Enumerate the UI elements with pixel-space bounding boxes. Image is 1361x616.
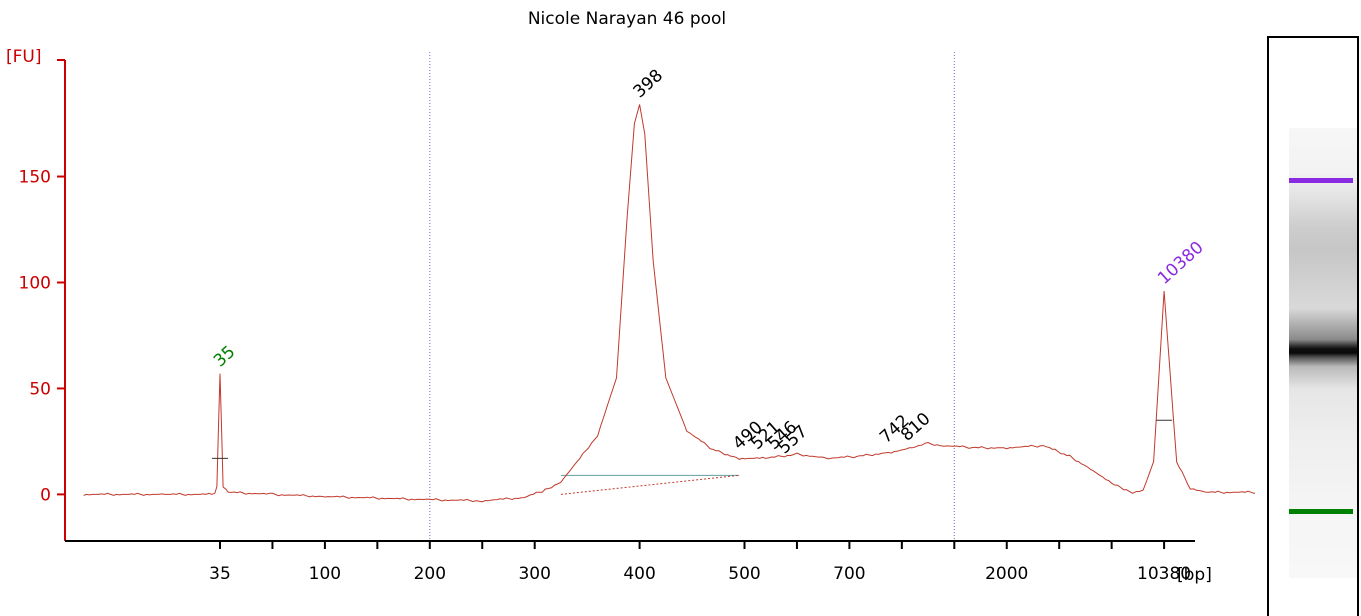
y-tick-label-0: 0 [40, 485, 51, 505]
baseline-segment [560, 474, 740, 495]
peak-label-10380: 10380 [1154, 238, 1208, 289]
x-axis-label: [bp] [1177, 565, 1212, 585]
gel-lane-gradient [1289, 128, 1357, 578]
gel-lane [1267, 36, 1359, 616]
trace-series [83, 104, 1255, 503]
y-tick-label-50: 50 [29, 379, 51, 399]
baseline-dotted [560, 474, 740, 495]
x-tick-label-10380: 10380 [1137, 564, 1191, 584]
x-tick-label-2000: 2000 [985, 564, 1028, 584]
x-tick-label-100: 100 [309, 564, 341, 584]
x-tick-label-700: 700 [833, 564, 865, 584]
gel-upper-marker-band [1289, 178, 1353, 183]
x-tick-label-400: 400 [623, 564, 655, 584]
x-tick-label-200: 200 [414, 564, 446, 584]
x-axis-ticks: 35 100 200 300 400 500 700 2000 10380 [209, 541, 1191, 584]
x-tick-label-500: 500 [728, 564, 760, 584]
region-boundary-lines [429, 52, 955, 541]
y-tick-label-100: 100 [19, 273, 51, 293]
x-tick-label-35: 35 [209, 564, 231, 584]
y-tick-label-150: 150 [19, 168, 51, 188]
peak-label-398: 398 [630, 66, 668, 103]
electropherogram-chart: Nicole Narayan 46 pool [FU] [bp] 0 50 100 1… [6, 9, 1255, 585]
peak-label-35: 35 [210, 342, 239, 371]
x-tick-label-300: 300 [518, 564, 550, 584]
gel-lower-marker-band [1289, 509, 1353, 514]
axes [57, 59, 1195, 542]
y-axis-ticks: 0 50 100 150 [19, 168, 65, 505]
y-axis-label: [FU] [6, 47, 42, 67]
chart-title: Nicole Narayan 46 pool [528, 9, 726, 29]
trace-line [83, 104, 1255, 503]
